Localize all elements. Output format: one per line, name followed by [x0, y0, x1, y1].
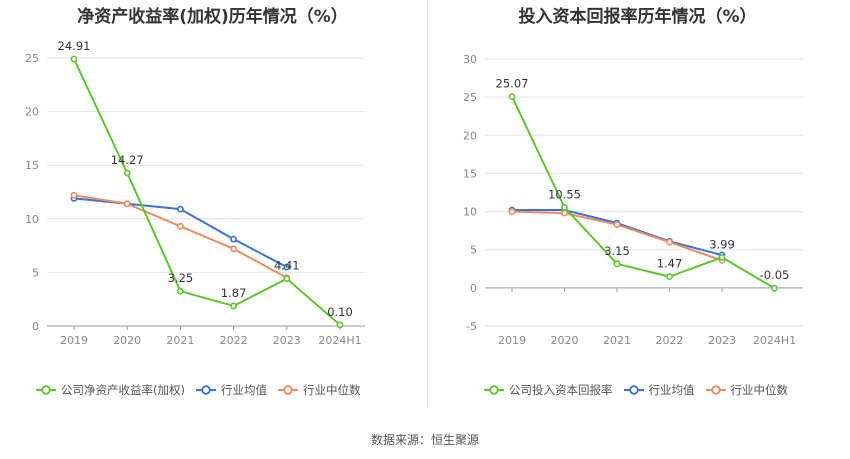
x-tick-label: 2020 — [113, 334, 141, 347]
x-tick-label: 2023 — [708, 334, 736, 347]
series-company: 25.07 10.55 3.15 1.47 3.99 -0.05 — [496, 77, 790, 292]
y-tick-label: 0 — [470, 282, 477, 295]
y-tick-label: 10 — [25, 213, 39, 226]
data-label: 0.10 — [327, 305, 353, 319]
series-company: 24.91 14.27 3.25 1.87 4.41 0.10 — [58, 39, 353, 329]
data-source-note: 数据来源：恒生聚源 — [370, 433, 479, 447]
y-tick-label: 25 — [463, 91, 477, 104]
series-industry-median — [508, 208, 726, 264]
data-point — [70, 55, 78, 63]
legend-marker-icon — [705, 385, 726, 395]
legend-marker-icon — [36, 385, 56, 395]
data-point — [70, 191, 78, 199]
data-label: -0.05 — [760, 268, 790, 282]
series-line — [511, 96, 776, 290]
chart-title-roe: 净资产收益率(加权)历年情况（%） — [77, 7, 348, 27]
legend-label: 行业中位数 — [730, 383, 789, 397]
data-point — [771, 284, 778, 292]
data-point — [123, 200, 131, 208]
chart-title-roic: 投入资本回报率历年情况（%） — [518, 7, 757, 27]
data-label: 1.47 — [657, 257, 683, 271]
data-point — [230, 245, 237, 253]
x-tick-label: 2020 — [551, 334, 579, 347]
data-label: 4.41 — [274, 259, 300, 273]
series-line — [73, 58, 341, 326]
data-point — [718, 254, 726, 261]
x-tick-label: 2024H1 — [753, 334, 796, 347]
data-point — [176, 287, 184, 295]
data-label: 3.15 — [604, 244, 630, 258]
data-label: 3.99 — [709, 237, 735, 251]
y-tick-label: 5 — [32, 266, 39, 279]
y-tick-label: 30 — [463, 53, 477, 66]
legend-item-company[interactable]: 公司净资产收益率(加权) — [35, 382, 185, 398]
legend-item-industry-median[interactable]: 行业中位数 — [277, 382, 361, 398]
series-industry-avg — [70, 195, 291, 271]
legend-label: 行业均值 — [220, 383, 267, 397]
data-point — [230, 235, 237, 243]
x-tick-label: 2022 — [656, 334, 684, 347]
data-point — [283, 263, 291, 271]
data-point — [666, 238, 673, 246]
data-point — [176, 222, 184, 230]
data-point — [508, 208, 516, 215]
data-point — [561, 209, 568, 217]
legend-label: 公司净资产收益率(加权) — [61, 383, 185, 397]
legend-label: 公司投入资本回报率 — [509, 383, 613, 397]
data-label: 3.25 — [168, 271, 194, 285]
data-point — [283, 275, 291, 283]
x-tick-label: 2019 — [498, 334, 526, 347]
y-tick-label: -5 — [466, 320, 477, 333]
data-point — [613, 260, 621, 268]
y-tick-label: 0 — [32, 320, 39, 333]
legend-marker-icon — [277, 385, 298, 395]
data-point — [666, 273, 673, 281]
legend-item-company[interactable]: 公司投入资本回报率 — [483, 382, 613, 398]
data-point — [230, 302, 237, 310]
charts-canvas: 0 5 10 15 20 25 2019 2020 2021 2022 2023 2024H1 24.9… — [25, 39, 803, 347]
x-tick-label: 2023 — [273, 334, 301, 347]
y-tick-label: 20 — [25, 106, 39, 119]
data-label: 10.55 — [548, 187, 581, 201]
y-tick-label: 20 — [463, 129, 477, 142]
data-point — [176, 205, 184, 213]
legend-label: 行业均值 — [648, 383, 695, 397]
data-point — [561, 203, 568, 211]
y-tick-label: 10 — [463, 206, 477, 219]
legend-roe: 公司净资产收益率(加权) 行业均值 行业中位数 — [35, 382, 370, 398]
legend-item-industry-median[interactable]: 行业中位数 — [705, 382, 789, 398]
legend-marker-icon — [623, 385, 644, 395]
x-tick-label: 2024H1 — [318, 334, 361, 347]
legend-marker-icon — [195, 385, 216, 395]
data-label: 25.07 — [496, 77, 529, 91]
x-tick-label: 2021 — [603, 334, 631, 347]
data-label: 1.87 — [221, 286, 247, 300]
chart-roic: -5 0 5 10 15 20 25 30 2019 2020 2021 2022 2023 2024H1… — [463, 53, 803, 347]
x-tick-label: 2019 — [60, 334, 88, 347]
data-point — [123, 169, 131, 177]
y-tick-label: 15 — [25, 159, 39, 172]
legend-item-industry-avg[interactable]: 行业均值 — [623, 382, 695, 398]
data-point — [336, 321, 344, 329]
x-tick-label: 2021 — [166, 334, 194, 347]
data-point — [613, 221, 621, 228]
legend-item-industry-avg[interactable]: 行业均值 — [195, 382, 267, 398]
panel-divider — [427, 0, 428, 408]
legend-label: 行业中位数 — [302, 383, 361, 397]
data-point — [508, 93, 516, 101]
data-label: 14.27 — [111, 153, 144, 167]
legend-marker-icon — [484, 385, 504, 395]
data-label: 24.91 — [58, 39, 91, 53]
x-tick-label: 2022 — [220, 334, 248, 347]
y-tick-label: 25 — [25, 52, 39, 65]
y-tick-label: 5 — [470, 244, 477, 257]
y-tick-label: 15 — [463, 167, 477, 180]
chart-roe: 0 5 10 15 20 25 2019 2020 2021 2022 2023 2024H1 24.9… — [25, 39, 365, 347]
legend-roic: 公司投入资本回报率 行业均值 行业中位数 — [483, 382, 798, 398]
